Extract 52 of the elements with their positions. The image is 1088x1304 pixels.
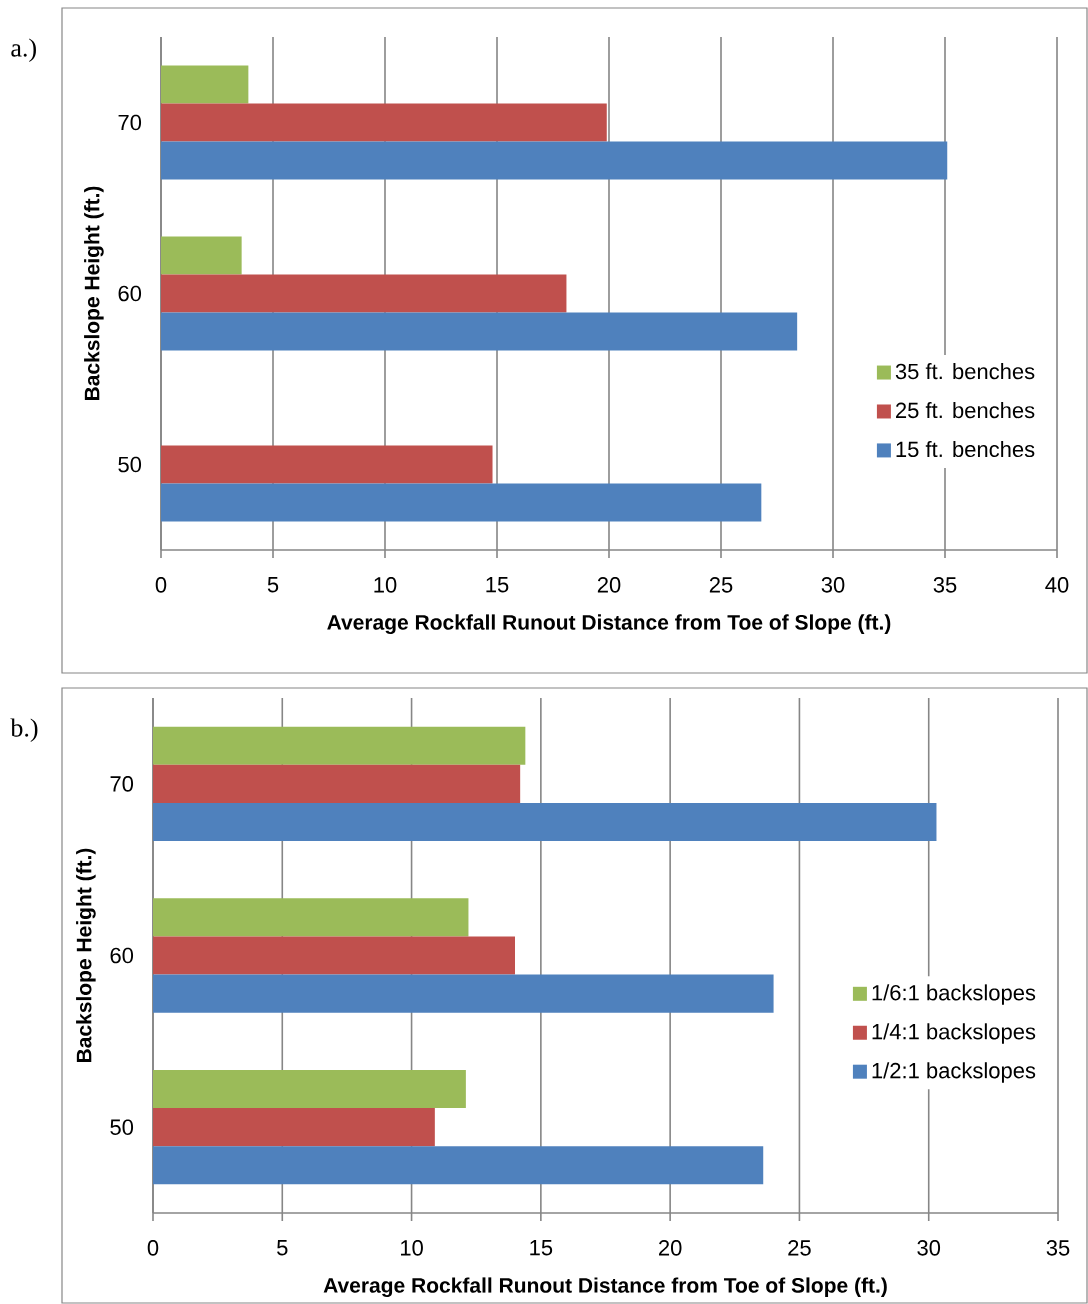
bar bbox=[161, 274, 567, 313]
x-tick-label: 25 bbox=[788, 1240, 811, 1256]
bar bbox=[153, 726, 526, 765]
bar bbox=[161, 141, 948, 180]
x-tick-label: 5 bbox=[267, 577, 279, 593]
x-axis-title: Average Rockfall Runout Distance from Toe of Slope (ft.) bbox=[323, 1277, 887, 1298]
legend-label: 1/6:1 backslopes bbox=[872, 984, 1036, 1005]
bar bbox=[161, 103, 607, 142]
y-tick-label: 50 bbox=[110, 1119, 134, 1135]
legend-label: 1/4:1 backslopes bbox=[872, 1023, 1036, 1044]
text: b.) bbox=[10, 718, 38, 742]
x-tick-label: 30 bbox=[821, 577, 845, 593]
bar bbox=[153, 764, 521, 803]
bar bbox=[161, 483, 762, 522]
y-tick-label: 70 bbox=[110, 776, 134, 792]
y-tick-label: 70 bbox=[118, 114, 142, 131]
bar bbox=[153, 898, 469, 937]
bar bbox=[161, 236, 242, 275]
x-tick-label: 10 bbox=[374, 577, 397, 593]
text: a.) bbox=[11, 38, 36, 62]
bar bbox=[153, 1146, 764, 1185]
x-tick-label: 20 bbox=[597, 577, 621, 593]
x-tick-label: 5 bbox=[277, 1240, 288, 1256]
x-tick-label: 40 bbox=[1045, 577, 1069, 593]
legend-label: 35 ft. benches bbox=[895, 363, 1035, 380]
x-tick-label: 20 bbox=[659, 1240, 682, 1256]
x-tick-label: 0 bbox=[147, 1240, 159, 1256]
y-tick-label: 60 bbox=[118, 285, 142, 302]
y-axis-title: Backslope Height (ft.) bbox=[84, 186, 104, 401]
x-tick-label: 35 bbox=[1046, 1240, 1070, 1256]
legend-label: 15 ft. benches bbox=[896, 440, 1035, 458]
x-tick-label: 10 bbox=[401, 1240, 423, 1256]
bar bbox=[161, 65, 249, 104]
x-tick-label: 15 bbox=[530, 1240, 553, 1256]
bar bbox=[153, 1108, 435, 1147]
bar bbox=[153, 936, 515, 975]
legend-label: 25 ft. benches bbox=[896, 402, 1035, 419]
y-tick-label: 60 bbox=[110, 947, 134, 964]
legend-label: 1/2:1 backslopes bbox=[872, 1062, 1036, 1083]
x-axis-title: Average Rockfall Runout Distance from Toe of Slope (ft.) bbox=[327, 614, 891, 635]
x-tick-label: 25 bbox=[709, 577, 733, 593]
x-tick-label: 30 bbox=[917, 1240, 941, 1256]
y-tick-label: 50 bbox=[118, 456, 142, 473]
bar bbox=[153, 802, 937, 841]
x-tick-label: 0 bbox=[155, 577, 167, 593]
y-axis-title: Backslope Height (ft.) bbox=[76, 848, 96, 1063]
bar bbox=[153, 1070, 466, 1109]
x-tick-label: 35 bbox=[933, 577, 957, 593]
bar bbox=[153, 974, 774, 1013]
x-tick-label: 15 bbox=[486, 577, 509, 593]
bar bbox=[161, 445, 493, 484]
bar bbox=[161, 312, 798, 351]
